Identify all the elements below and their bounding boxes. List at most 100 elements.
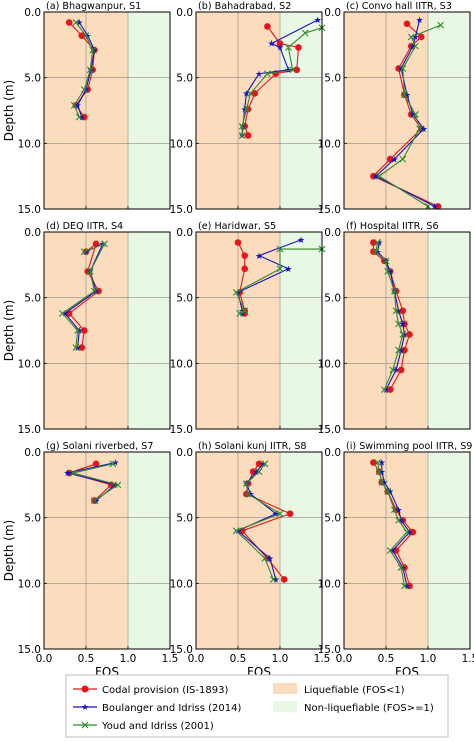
y-tick-label: 5.0 [24, 293, 41, 305]
non-liquefiable-region [280, 12, 322, 209]
data-point-youd [241, 307, 249, 315]
legend-patch-liquefiable [273, 683, 297, 694]
data-point-codal [251, 90, 259, 97]
data-point-boulanger: ★ [272, 576, 280, 586]
data-point-youd [372, 248, 380, 256]
x-tick-label: 0.5 [78, 653, 95, 665]
data-point-boulanger: ★ [431, 203, 439, 213]
data-point-boulanger: ★ [242, 90, 250, 100]
data-point-boulanger: ★ [255, 252, 263, 262]
data-point-youd [59, 310, 66, 317]
data-point-youd [70, 469, 77, 477]
data-point-youd [91, 497, 98, 504]
x-tick-label: 1.0 [120, 653, 137, 665]
panel-4: ★★★★★★★(d) DEQ IITR, S40.05.010.015.0Dep… [2, 221, 171, 436]
data-point-youd [407, 33, 415, 41]
data-point-youd [395, 516, 402, 524]
data-point-codal [241, 265, 249, 273]
non-liquefiable-region [280, 452, 322, 649]
y-tick-label: 10.0 [170, 138, 193, 150]
data-point-boulanger: ★ [266, 555, 274, 565]
data-point-youd [109, 460, 117, 468]
data-point-boulanger: ★ [409, 42, 417, 52]
data-point-youd [276, 245, 284, 253]
panel-title: (c) Convo hall IITR, S3 [346, 1, 452, 12]
data-point-codal [264, 23, 271, 30]
legend: Codal provision (IS-1893) ★ Boulanger an… [65, 674, 449, 738]
data-point-youd [264, 70, 271, 78]
data-point-codal [276, 40, 284, 47]
non-liquefiable-region [128, 232, 170, 429]
data-point-youd [243, 480, 250, 487]
y-tick-label: 5.0 [176, 513, 193, 525]
data-point-youd [86, 66, 94, 74]
data-point-youd [403, 528, 411, 536]
y-tick-label: 0.0 [324, 227, 341, 239]
y-tick-label: 10.0 [18, 358, 41, 370]
data-point-codal [401, 346, 408, 354]
data-point-codal [293, 66, 301, 74]
data-point-boulanger: ★ [395, 307, 403, 317]
data-point-boulanger: ★ [399, 320, 407, 330]
y-tick-label: 0.0 [24, 227, 41, 239]
data-point-youd [380, 386, 388, 393]
series-line-youd [377, 462, 408, 587]
axes-frame [195, 11, 323, 210]
x-tick-label: 1.0 [272, 653, 289, 665]
data-point-youd [378, 478, 386, 486]
data-point-boulanger: ★ [395, 506, 403, 516]
data-point-youd [399, 155, 407, 163]
panel-8: ★★★★★★★★(h) Solani kunj IITR, S80.05.010… [170, 441, 331, 679]
data-point-youd [269, 576, 277, 583]
legend-label-non-liquefiable: Non-liquefiable (FOS>=1) [304, 703, 434, 714]
data-point-youd [261, 554, 269, 562]
y-tick-label: 5.0 [324, 513, 341, 525]
axes-frame [43, 231, 171, 430]
y-axis-label: Depth (m) [2, 300, 16, 361]
data-point-boulanger: ★ [378, 468, 386, 478]
data-point-youd [285, 44, 292, 51]
data-point-codal [95, 287, 102, 295]
data-point-codal [92, 240, 100, 248]
data-point-youd [412, 111, 419, 118]
data-point-youd [74, 327, 81, 334]
data-point-youd [72, 344, 80, 351]
data-point-youd [244, 490, 252, 498]
data-point-boulanger: ★ [420, 125, 428, 135]
data-point-youd [75, 113, 83, 121]
legend-label-youd: Youd and Idriss (2001) [101, 721, 214, 732]
panel-7: ★★★★(g) Solani riverbed, S70.05.010.015.… [2, 441, 178, 679]
panel-title: (a) Bhagwanpur, S1 [46, 1, 141, 12]
non-liquefiable-region [128, 12, 170, 209]
data-point-youd [243, 105, 250, 113]
non-liquefiable-region [280, 232, 322, 429]
data-point-boulanger: ★ [405, 528, 413, 538]
data-point-boulanger: ★ [378, 459, 386, 469]
y-tick-label: 15.0 [318, 644, 341, 656]
data-point-codal [72, 101, 80, 109]
data-point-boulanger: ★ [409, 111, 417, 121]
data-point-boulanger: ★ [284, 265, 292, 275]
data-point-boulanger: ★ [314, 16, 322, 26]
data-point-youd [80, 248, 88, 256]
axes-frame [343, 451, 471, 650]
data-point-codal [370, 239, 377, 246]
y-tick-label: 10.0 [170, 358, 193, 370]
x-tick-label: 0.5 [378, 653, 395, 665]
data-point-youd [276, 510, 284, 518]
data-point-codal [280, 576, 288, 583]
y-tick-label: 0.0 [324, 447, 341, 459]
panel-3: ★★★★★★★★★★(c) Convo hall IITR, S30.05.01… [318, 1, 471, 216]
data-point-codal [81, 113, 88, 121]
data-point-codal [370, 248, 377, 255]
x-tick-label: 1.5 [162, 653, 179, 665]
data-point-boulanger: ★ [389, 547, 397, 557]
axes-frame [195, 451, 323, 650]
panel-9: ★★★★★★★★★★(i) Swimming pool IITR, S90.05… [318, 441, 474, 679]
data-point-youd [232, 527, 240, 535]
panel-title: (f) Hospital IITR, S6 [346, 221, 439, 232]
data-point-codal [417, 33, 425, 41]
data-point-youd [276, 265, 284, 273]
non-liquefiable-region [428, 12, 470, 209]
y-tick-label: 5.0 [324, 73, 341, 85]
